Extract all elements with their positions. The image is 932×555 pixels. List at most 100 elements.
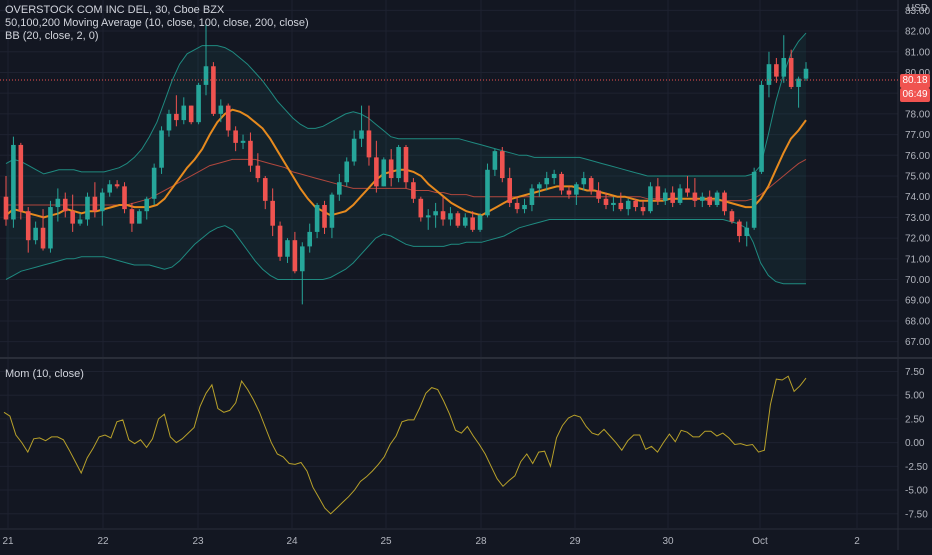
candle-body[interactable] [411,182,416,199]
candle-body[interactable] [514,202,520,210]
candle-body[interactable] [499,151,505,179]
candle-body[interactable] [129,209,135,224]
candle-body[interactable] [759,84,764,172]
candle-body[interactable] [707,196,713,205]
candle-body[interactable] [351,138,357,162]
bb-legend[interactable]: BB (20, close, 2, 0) [5,30,99,42]
candle-body[interactable] [670,192,675,203]
candle-body[interactable] [255,165,261,179]
candle-body[interactable] [329,194,335,228]
candle-body[interactable] [492,151,498,170]
candle-body[interactable] [285,240,290,257]
candle-body[interactable] [737,221,742,237]
candle-body[interactable] [625,200,631,210]
candle-body[interactable] [33,227,38,241]
candle-body[interactable] [70,211,75,224]
candle-body[interactable] [588,178,594,191]
candle-body[interactable] [699,196,705,201]
candle-body[interactable] [77,219,83,224]
candle-body[interactable] [11,144,16,220]
candle-body[interactable] [440,211,446,220]
candle-body[interactable] [174,113,179,121]
candle-body[interactable] [225,105,231,131]
candle-body[interactable] [114,184,120,187]
momentum-legend[interactable]: Mom (10, close) [5,368,84,380]
candle-body[interactable] [188,105,194,123]
candle-body[interactable] [122,186,127,210]
candle-body[interactable] [181,105,187,121]
ma-legend[interactable]: 50,100,200 Moving Average (10, close, 10… [5,17,309,29]
candle-body[interactable] [477,215,483,230]
candle-body[interactable] [248,140,253,166]
candle-body[interactable] [18,144,24,212]
candle-body[interactable] [788,57,794,87]
candle-body[interactable] [774,64,779,77]
candle-body[interactable] [448,213,453,220]
candle-body[interactable] [470,217,475,230]
candle-body[interactable] [559,173,564,191]
candle-body[interactable] [677,188,683,203]
candle-body[interactable] [233,130,238,143]
candle-body[interactable] [270,200,275,226]
candle-body[interactable] [166,113,172,131]
candle-body[interactable] [633,200,638,208]
candle-body[interactable] [574,184,579,195]
candle-body[interactable] [566,190,572,195]
candle-body[interactable] [618,202,624,210]
candle-body[interactable] [344,161,350,183]
symbol-title[interactable]: OVERSTOCK COM INC DEL, 30, Cboe BZX [5,4,225,16]
candle-body[interactable] [388,159,394,179]
candle-body[interactable] [781,57,787,77]
candle-body[interactable] [640,207,646,212]
candle-body[interactable] [551,173,557,179]
candle-body[interactable] [359,130,364,139]
candle-body[interactable] [803,68,809,79]
candle-body[interactable] [522,204,527,210]
candle-body[interactable] [314,204,320,232]
candle-body[interactable] [92,196,98,212]
candle-body[interactable] [455,213,461,226]
candle-body[interactable] [485,169,490,216]
candle-body[interactable] [211,66,216,114]
candle-body[interactable] [159,130,164,168]
candle-body[interactable] [462,217,468,226]
candle-body[interactable] [218,105,224,114]
candle-body[interactable] [685,188,690,193]
candle-body[interactable] [425,215,431,218]
candle-body[interactable] [507,178,513,203]
candle-body[interactable] [751,171,757,228]
candle-body[interactable] [766,64,772,85]
candle-body[interactable] [529,188,535,205]
candle-body[interactable] [3,196,9,220]
candle-body[interactable] [374,157,379,187]
candle-body[interactable] [307,231,313,247]
candle-body[interactable] [381,159,387,187]
candle-body[interactable] [240,140,246,143]
candle-body[interactable] [137,211,142,224]
candle-body[interactable] [40,227,46,249]
candle-body[interactable] [403,147,409,183]
candle-body[interactable] [692,192,698,201]
candle-body[interactable] [85,196,90,220]
candle-body[interactable] [299,246,305,272]
candle-body[interactable] [151,167,157,199]
candle-body[interactable] [433,211,438,216]
candle-body[interactable] [537,184,542,189]
candle-body[interactable] [662,192,668,201]
candle-body[interactable] [729,211,735,222]
candle-body[interactable] [544,178,550,185]
candle-body[interactable] [648,186,653,212]
currency-label[interactable]: USD [906,3,928,14]
candle-body[interactable] [107,184,113,193]
candle-body[interactable] [292,240,298,272]
candle-body[interactable] [55,198,61,208]
candle-body[interactable] [603,198,609,205]
candle-body[interactable] [322,204,327,228]
candle-body[interactable] [796,78,801,87]
candle-body[interactable] [418,198,424,218]
candle-body[interactable] [611,202,616,205]
candle-body[interactable] [277,225,283,257]
candle-body[interactable] [25,211,31,241]
